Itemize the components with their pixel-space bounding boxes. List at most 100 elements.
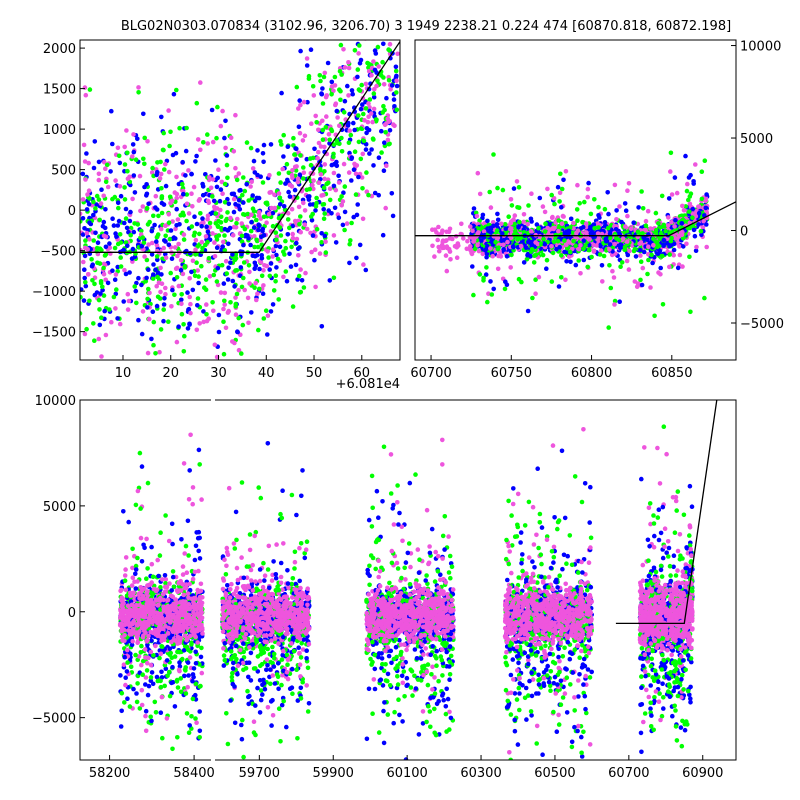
top-left-point [289,206,295,212]
top-left-point [356,113,361,118]
top-left-point [80,171,86,177]
top-left-point [369,72,374,78]
top-right-point [501,247,506,252]
top-left-point [194,327,200,333]
top-left-point [207,175,212,180]
top-left-point [380,232,386,238]
top-left-point [370,119,375,125]
top-left-point [296,124,302,130]
top-right-point [648,285,653,290]
top-left-point [347,241,353,247]
top-right-point [681,208,687,213]
top-left-point [96,336,102,342]
top-left-point [320,101,326,106]
top-left-point [151,213,156,219]
top-left-point [103,252,109,257]
top-right-point [533,277,538,283]
top-left-point [273,230,279,235]
top-left-point [98,201,104,206]
top-left-point [130,196,135,202]
top-left-point [389,191,395,196]
top-left-point [321,207,327,212]
top-right-point [464,246,470,252]
bottom-point [175,735,180,740]
top-left-point [179,311,185,317]
top-right-point [691,181,696,186]
top-right-point [558,171,563,177]
top-right-point [446,229,452,235]
top-right-point [476,226,482,231]
top-left-point [366,61,372,67]
top-left-point [159,186,164,191]
top-right-point [510,244,516,249]
top-left-point [293,168,299,173]
bottom-point [121,509,126,514]
top-left-point [157,349,162,355]
top-left-point [136,90,141,95]
top-right-point [686,175,692,180]
top-left-point [203,234,209,239]
top-left-point [238,265,244,270]
top-right-point [672,175,678,180]
top-left-point [145,305,150,310]
top-left-point [159,194,165,199]
top-left-point [312,146,317,152]
top-left-point [221,351,227,357]
top-left-point [173,226,178,232]
top-right-point [591,242,596,248]
top-right-point [481,275,486,281]
top-left-point [115,200,121,205]
top-left-point [200,181,205,187]
top-left-point [242,287,247,293]
top-right-point [659,193,665,199]
top-left-point [196,274,201,279]
top-left-point [214,279,220,284]
top-left-point [285,144,291,149]
top-right-point [578,271,583,276]
top-left-point [283,238,288,244]
top-left-point [345,123,351,128]
top-left-point [144,275,149,281]
top-left-point [386,119,392,124]
top-left-point [323,239,328,244]
top-left-point [329,79,335,85]
top-right-point [440,239,446,245]
top-left-point [89,257,94,262]
top-left-point [166,169,172,175]
top-left-point [142,161,147,167]
top-right-point [640,206,646,211]
top-right-point [690,215,695,220]
bottom-point [177,660,182,665]
top-left-point [342,184,348,189]
top-left-point [338,97,343,103]
top-right-point [581,238,587,243]
bottom-point [186,553,191,558]
top-right-point [562,231,567,236]
top-left-point [136,85,141,90]
top-left-point [347,260,352,266]
bottom-point [148,662,154,668]
top-right-point [448,257,453,262]
top-left-point [150,309,156,315]
bottom-point [182,673,187,679]
top-left-point [141,156,146,162]
top-left-point [346,93,351,98]
top-left-point [185,364,190,369]
top-left-point [177,222,182,227]
top-left-point [199,239,205,245]
top-right-point [480,251,486,257]
top-left-point [260,180,266,185]
top-left-point [187,276,192,281]
top-left-point [271,288,277,293]
top-left-point [360,216,366,222]
top-left-point [353,192,359,197]
top-left-point [254,237,259,243]
top-left-point [84,230,90,236]
top-left-ytick-label: 2000 [43,42,76,57]
top-left-point [144,257,150,263]
top-right-point [515,205,520,210]
top-right-point [602,206,608,212]
top-left-xtick-label: 60 [354,366,371,381]
top-right-point [439,231,445,236]
top-left-point [264,220,269,225]
